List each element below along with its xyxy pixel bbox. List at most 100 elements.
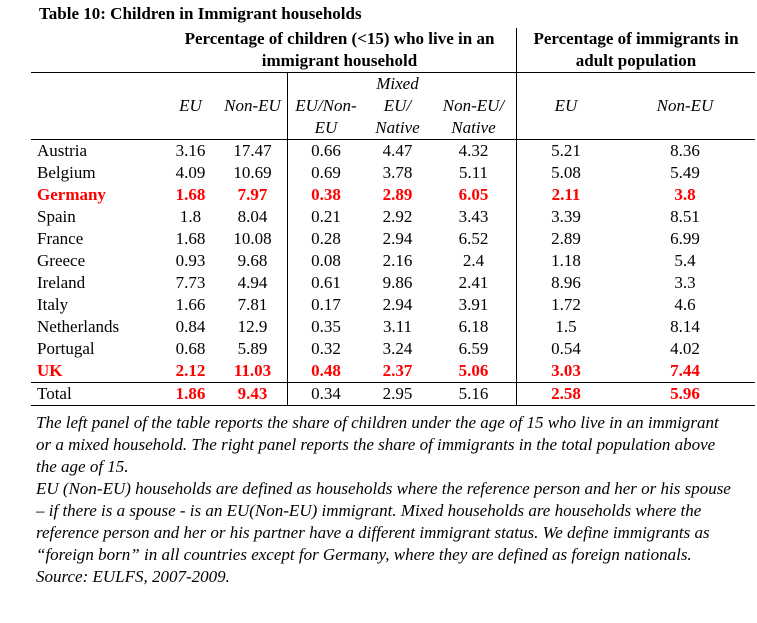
table-cell: 2.89 (551, 229, 581, 248)
table-cell: 0.34 (287, 382, 364, 406)
table-cell: 4.09 (175, 163, 206, 182)
table-cell: 3.03 (551, 361, 581, 380)
table-cell: 9.68 (218, 250, 288, 272)
table-cell: 5.89 (218, 338, 288, 360)
col-header-eu: EU (179, 96, 202, 115)
table-cell: 4.6 (674, 295, 696, 314)
table-cell: 0.28 (311, 229, 341, 248)
corner-cell (31, 28, 163, 73)
table-row: Portugal 0.68 5.89 0.32 3.24 6.59 0.54 4.02 (31, 338, 755, 360)
table-cell: 0.93 (175, 251, 206, 270)
table-cell: 1.18 (551, 251, 581, 270)
col-header-non-eu: Non-EU (218, 95, 288, 117)
table-cell: 3.16 (175, 141, 206, 160)
table-cell: 4.94 (218, 272, 288, 294)
table-cell: 5.06 (431, 360, 517, 383)
table-cell: 8.04 (218, 206, 288, 228)
table-cell: 0.48 (311, 361, 341, 380)
table-row: Spain 1.8 8.04 0.21 2.92 3.43 3.39 8.51 (31, 206, 755, 228)
table-cell: 6.18 (431, 316, 517, 338)
table-cell: 0.84 (175, 317, 206, 336)
table-cell: 1.5 (555, 317, 577, 336)
table-cell: 8.51 (670, 207, 700, 226)
table-cell: 12.9 (218, 316, 288, 338)
table-cell: 2.92 (382, 207, 413, 226)
table-row: Greece 0.93 9.68 0.08 2.16 2.4 1.18 5.4 (31, 250, 755, 272)
table-cell: 3.11 (382, 317, 413, 336)
table-cell: 1.66 (175, 295, 206, 314)
table-cell: 5.96 (615, 382, 755, 406)
row-country: Austria (37, 141, 88, 160)
note-definitions: EU (Non-EU) households are defined as ho… (36, 479, 731, 564)
table-cell: 2.58 (516, 382, 615, 406)
table-cell: 0.21 (311, 207, 341, 226)
row-country: Netherlands (37, 317, 120, 336)
table-row: Ireland 7.73 4.94 0.61 9.86 2.41 8.96 3.3 (31, 272, 755, 294)
table-cell: 2.94 (382, 229, 413, 248)
table-cell: 0.35 (311, 317, 341, 336)
table-row: Austria 3.16 17.47 0.66 4.47 4.32 5.21 8.36 (31, 139, 755, 162)
table-row: UK 2.12 11.03 0.48 2.37 5.06 3.03 7.44 (31, 360, 755, 383)
table-cell: 8.14 (670, 317, 700, 336)
row-country: UK (37, 361, 63, 380)
table-cell: 2.12 (175, 361, 206, 380)
col-header-eu-non-eu: EU/Non- (295, 96, 357, 115)
col-header-adult-eu: EU (554, 96, 578, 115)
left-panel-header: Percentage of children (<15) who live in… (163, 28, 517, 73)
table-cell: 2.89 (382, 185, 413, 204)
table-cell: 2.41 (431, 272, 517, 294)
table-cell: 9.86 (382, 273, 413, 292)
table-cell: 5.08 (551, 163, 581, 182)
table-cell: 0.08 (311, 251, 341, 270)
table-cell: 2.4 (431, 250, 517, 272)
table-cell: 3.24 (382, 339, 413, 358)
right-panel-header: Percentage of immigrants in adult popula… (533, 29, 739, 70)
table-cell: 0.61 (311, 273, 341, 292)
row-country: Belgium (37, 163, 96, 182)
table-cell: 11.03 (218, 360, 288, 383)
table-title: Table 10: Children in Immigrant househol… (39, 4, 362, 23)
table-cell: 5.11 (431, 162, 517, 184)
col-header-mixed-eu-native: EU/ (383, 96, 412, 115)
table-cell: 2.11 (551, 185, 581, 204)
table-cell: 3.39 (551, 207, 581, 226)
table-cell: 0.66 (311, 141, 341, 160)
table-row: Germany 1.68 7.97 0.38 2.89 6.05 2.11 3.8 (31, 184, 755, 206)
row-country: Ireland (37, 273, 86, 292)
table-cell: 0.68 (175, 339, 206, 358)
table-cell: 3.91 (431, 294, 517, 316)
row-country: France (37, 229, 84, 248)
table-cell: 7.97 (218, 184, 288, 206)
row-country: Italy (37, 295, 69, 314)
table-cell: 3.43 (431, 206, 517, 228)
row-country: Spain (37, 207, 76, 226)
table-row: Netherlands 0.84 12.9 0.35 3.11 6.18 1.5 8.14 (31, 316, 755, 338)
table-cell: 6.99 (670, 229, 700, 248)
table-cell: 6.59 (431, 338, 517, 360)
col-header-top: Mixed (376, 74, 419, 93)
table-cell: 1.86 (163, 382, 218, 406)
table-cell: 3.8 (674, 185, 696, 204)
table-cell: 0.32 (311, 339, 341, 358)
table-cell: 4.32 (431, 139, 517, 162)
table-cell: 10.69 (218, 162, 288, 184)
table-cell: 5.4 (674, 251, 696, 270)
row-country: Greece (37, 251, 86, 270)
table-cell: 0.38 (311, 185, 341, 204)
table-cell: 8.36 (670, 141, 700, 160)
table-cell: 0.54 (551, 339, 581, 358)
table-cell: 7.81 (218, 294, 288, 316)
table-cell: 8.96 (551, 273, 581, 292)
table-row: Italy 1.66 7.81 0.17 2.94 3.91 1.72 4.6 (31, 294, 755, 316)
row-country: Total (31, 382, 163, 406)
table-cell: 10.08 (218, 228, 288, 250)
table-cell: 0.17 (311, 295, 341, 314)
immigrant-households-table: Percentage of children (<15) who live in… (31, 28, 755, 406)
table-cell: 3.3 (674, 273, 696, 292)
col-header-non-eu-native: Non-EU/ (431, 95, 517, 117)
note-panels: The left panel of the table reports the … (36, 413, 719, 476)
table-row: Belgium 4.09 10.69 0.69 3.78 5.11 5.08 5.49 (31, 162, 755, 184)
table-cell: 2.95 (364, 382, 431, 406)
table-body: Austria 3.16 17.47 0.66 4.47 4.32 5.21 8.36 Belg… (31, 139, 755, 406)
table-cell: 1.72 (551, 295, 581, 314)
